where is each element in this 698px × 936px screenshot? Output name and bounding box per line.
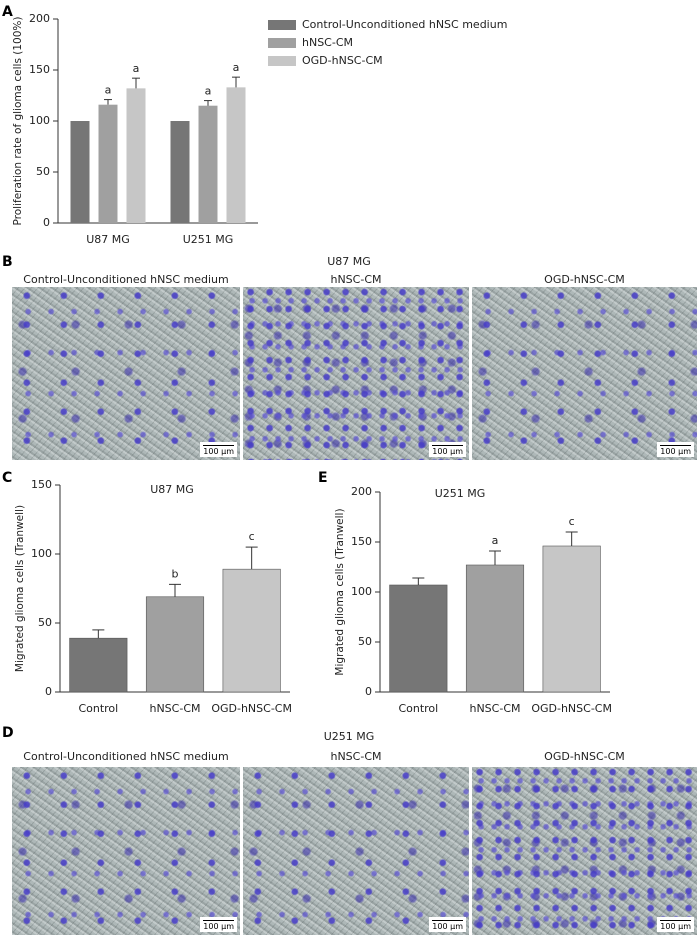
y-tick-label: 50 [38,616,52,629]
y-tick-label: 100 [29,114,50,127]
micrograph-caption: hNSC-CM [330,273,382,286]
micrograph-title: U251 MG [323,730,375,743]
legend-swatch [268,38,296,48]
bar [542,545,601,693]
y-tick-label: 150 [31,478,52,491]
y-axis-label: Migrated glioma cells (Tranwell) [334,508,346,675]
micrograph-caption: Control-Unconditioned hNSC medium [23,273,229,286]
micrograph: 100 μm [472,287,697,460]
x-tick-label: U87 MG [86,233,130,246]
annotation: a [133,62,140,75]
scale-bar: 100 μm [429,916,466,932]
annotation: a [105,84,112,97]
micrograph: 100 μm [243,767,469,935]
bar [465,564,525,693]
y-axis-label: Proliferation rate of glioma cells (100%… [12,17,24,226]
micrograph-caption: Control-Unconditioned hNSC medium [23,750,229,763]
y-tick-label: 150 [351,535,372,548]
scale-bar: 100 μm [200,441,237,457]
y-tick-label: 150 [29,63,50,76]
legend-swatch [268,56,296,66]
annotation: a [492,534,499,547]
bar [198,105,218,223]
micrograph: 100 μm [243,287,469,460]
x-tick-label: OGD-hNSC-CM [211,702,292,715]
annotation: a [205,85,212,98]
y-tick-label: 0 [43,216,50,229]
y-tick-label: 100 [351,585,372,598]
bar [222,568,281,693]
y-tick-label: 100 [31,547,52,560]
y-tick-label: 0 [45,685,52,698]
micrograph-caption: hNSC-CM [330,750,382,763]
panel-label: A [2,4,13,20]
scale-bar: 100 μm [657,441,694,457]
annotation: c [249,530,255,543]
annotation: a [233,61,240,74]
legend-swatch [268,20,296,30]
micrograph-caption: OGD-hNSC-CM [544,273,625,286]
legend-label: OGD-hNSC-CM [302,54,383,67]
y-tick-label: 0 [365,685,372,698]
bar [69,637,128,693]
micrograph-title: U87 MG [327,255,371,268]
micrograph: 100 μm [12,287,240,460]
bar [70,121,90,223]
x-tick-label: OGD-hNSC-CM [531,702,612,715]
bar [389,584,448,693]
bar [226,87,246,223]
x-tick-label: Control [78,702,118,715]
y-tick-label: 200 [351,485,372,498]
y-tick-label: 50 [36,165,50,178]
chart-title: U251 MG [435,487,486,500]
bar [126,88,146,223]
legend-label: hNSC-CM [302,36,353,49]
panel-label: D [2,725,14,741]
y-tick-label: 50 [358,635,372,648]
annotation: b [172,567,179,580]
x-tick-label: U251 MG [183,233,234,246]
annotation: c [569,515,575,528]
chart-title: U87 MG [150,483,194,496]
y-tick-label: 200 [29,12,50,25]
x-tick-label: hNSC-CM [149,702,200,715]
x-tick-label: hNSC-CM [469,702,520,715]
panel-label: C [2,470,13,486]
micrograph-caption: OGD-hNSC-CM [544,750,625,763]
scale-bar: 100 μm [429,441,466,457]
bar [145,596,205,693]
legend-label: Control-Unconditioned hNSC medium [302,18,507,31]
micrograph: 100 μm [12,767,240,935]
x-tick-label: Control [398,702,438,715]
y-axis-label: Migrated glioma cells (Tranwell) [14,505,26,672]
micrograph: 100 μm [472,767,697,935]
bar [170,121,190,223]
scale-bar: 100 μm [200,916,237,932]
bar [98,104,118,223]
scale-bar: 100 μm [657,916,694,932]
panel-label: E [318,470,328,486]
panel-label: B [2,254,13,270]
